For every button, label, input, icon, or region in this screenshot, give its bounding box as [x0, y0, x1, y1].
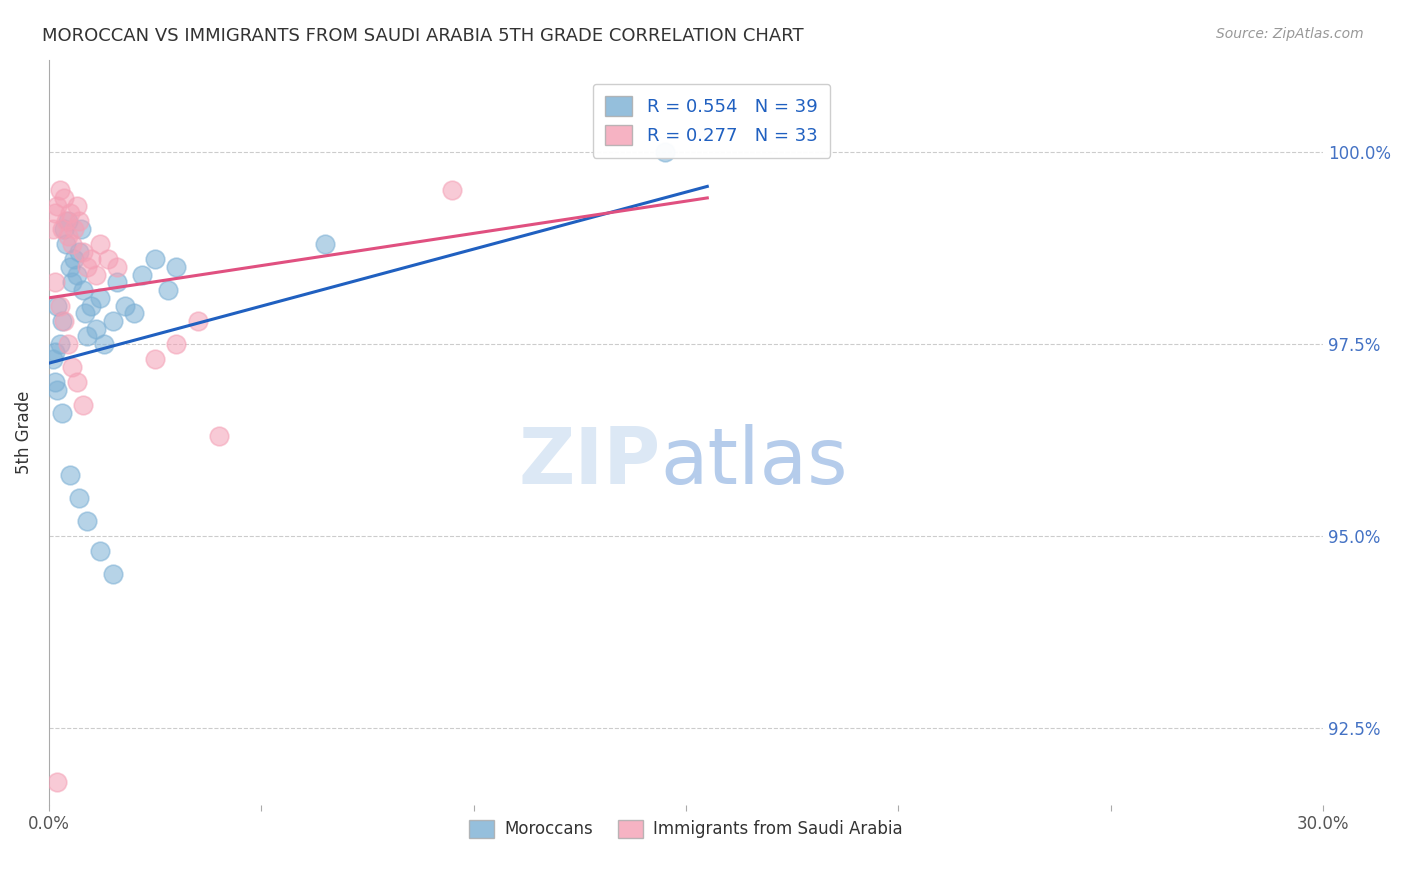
Point [46, 298, 69, 312]
Point [44, 344, 66, 359]
Point [42, 221, 65, 235]
Point [89, 291, 111, 305]
Point [89, 544, 111, 558]
Point [60, 276, 83, 290]
Point [63, 221, 86, 235]
Point [56, 337, 79, 351]
Point [156, 283, 179, 297]
Point [59, 260, 82, 274]
Point [72, 244, 94, 259]
Point [55, 237, 77, 252]
Point [122, 306, 145, 320]
Point [165, 337, 187, 351]
Point [93, 337, 115, 351]
Point [59, 206, 82, 220]
Point [143, 252, 166, 267]
Text: MOROCCAN VS IMMIGRANTS FROM SAUDI ARABIA 5TH GRADE CORRELATION CHART: MOROCCAN VS IMMIGRANTS FROM SAUDI ARABIA… [42, 27, 804, 45]
Point [48, 183, 70, 197]
Point [80, 252, 103, 267]
Point [51, 406, 73, 420]
Point [51, 314, 73, 328]
Point [97, 252, 120, 267]
Point [105, 276, 128, 290]
Point [63, 252, 86, 267]
Point [44, 276, 66, 290]
Point [59, 467, 82, 482]
Point [65, 268, 87, 282]
Point [441, 183, 464, 197]
Point [165, 260, 187, 274]
Point [67, 214, 90, 228]
Point [76, 329, 98, 343]
Point [72, 398, 94, 412]
Point [101, 314, 124, 328]
Point [65, 376, 87, 390]
Point [46, 775, 69, 789]
Y-axis label: 5th Grade: 5th Grade [15, 391, 32, 474]
Text: atlas: atlas [661, 424, 848, 500]
Point [89, 237, 111, 252]
Point [46, 383, 69, 397]
Point [44, 206, 66, 220]
Point [76, 514, 98, 528]
Point [84, 268, 107, 282]
Point [114, 298, 136, 312]
Point [67, 491, 90, 505]
Point [84, 321, 107, 335]
Point [60, 359, 83, 374]
Point [51, 221, 73, 235]
Point [46, 199, 69, 213]
Point [76, 260, 98, 274]
Point [75, 306, 97, 320]
Point [208, 429, 231, 443]
Point [72, 283, 94, 297]
Point [52, 221, 75, 235]
Point [60, 237, 83, 252]
Point [44, 376, 66, 390]
Point [131, 268, 153, 282]
Point [105, 260, 128, 274]
Point [52, 314, 75, 328]
Point [67, 244, 90, 259]
Point [48, 298, 70, 312]
Point [65, 199, 87, 213]
Point [654, 145, 676, 159]
Legend: Moroccans, Immigrants from Saudi Arabia: Moroccans, Immigrants from Saudi Arabia [463, 814, 910, 845]
Text: Source: ZipAtlas.com: Source: ZipAtlas.com [1216, 27, 1364, 41]
Point [187, 314, 209, 328]
Point [69, 221, 91, 235]
Point [56, 229, 79, 244]
Point [48, 337, 70, 351]
Point [101, 567, 124, 582]
Point [143, 352, 166, 367]
Point [80, 298, 103, 312]
Point [52, 191, 75, 205]
Text: ZIP: ZIP [519, 424, 661, 500]
Point [42, 352, 65, 367]
Point [314, 237, 336, 252]
Point [55, 214, 77, 228]
Point [56, 214, 79, 228]
